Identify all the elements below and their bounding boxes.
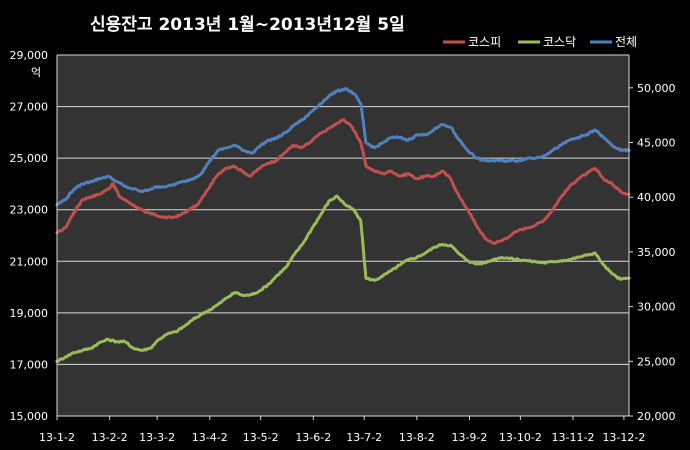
left-tick-label: 27,000: [10, 101, 49, 114]
x-tick-label: 13-2-2: [92, 431, 128, 444]
legend: 코스피 코스닥 전체: [443, 35, 637, 49]
legend-label: 전체: [615, 35, 637, 49]
left-tick-label: 17,000: [10, 358, 49, 371]
left-axis-unit: 억: [31, 66, 41, 79]
left-tick-label: 15,000: [10, 410, 49, 423]
left-tick-label: 19,000: [10, 307, 49, 320]
right-tick-label: 20,000: [637, 410, 676, 423]
right-tick-label: 35,000: [637, 246, 676, 259]
x-tick-label: 13-10-2: [499, 431, 542, 444]
plot-area: [57, 55, 629, 416]
left-tick-label: 21,000: [10, 255, 49, 268]
series-line-3: [55, 87, 631, 207]
left-tick-label: 29,000: [10, 49, 49, 62]
left-tick-label: 23,000: [10, 204, 49, 217]
x-tick-label: 13-4-2: [192, 431, 228, 444]
x-tick-label: 13-8-2: [399, 431, 435, 444]
left-tick-label: 25,000: [10, 152, 49, 165]
x-tick-label: 13-3-2: [139, 431, 175, 444]
right-tick-label: 45,000: [637, 137, 676, 150]
right-tick-label: 25,000: [637, 355, 676, 368]
x-tick-label: 13-11-2: [552, 431, 595, 444]
x-tick-label: 13-9-2: [451, 431, 487, 444]
x-tick-label: 13-1-2: [39, 431, 75, 444]
series-line-1: [55, 118, 631, 246]
right-axis: 20,000 25,000 30,000 35,000 40,000 45,000 50,0…: [629, 82, 676, 423]
legend-label: 코스닥: [543, 35, 576, 49]
series-line-2: [55, 194, 631, 363]
x-tick-label: 13-12-2: [602, 431, 645, 444]
x-tick-label: 13-7-2: [346, 431, 382, 444]
right-tick-label: 30,000: [637, 301, 676, 314]
x-tick-label: 13-5-2: [243, 431, 279, 444]
right-tick-label: 50,000: [637, 82, 676, 95]
legend-label: 코스피: [468, 35, 501, 49]
left-axis: 15,000 17,000 19,000 21,000 23,000 25,000 27,0…: [10, 49, 49, 423]
right-tick-label: 40,000: [637, 191, 676, 204]
x-axis: 13-1-2 13-2-2 13-3-2 13-4-2 13-5-2 13-6-2 13-7…: [39, 55, 645, 444]
chart-title: 신용잔고 2013년 1월~2013년12월 5일: [90, 15, 405, 35]
series-layer: [55, 87, 631, 363]
x-tick-label: 13-6-2: [295, 431, 331, 444]
